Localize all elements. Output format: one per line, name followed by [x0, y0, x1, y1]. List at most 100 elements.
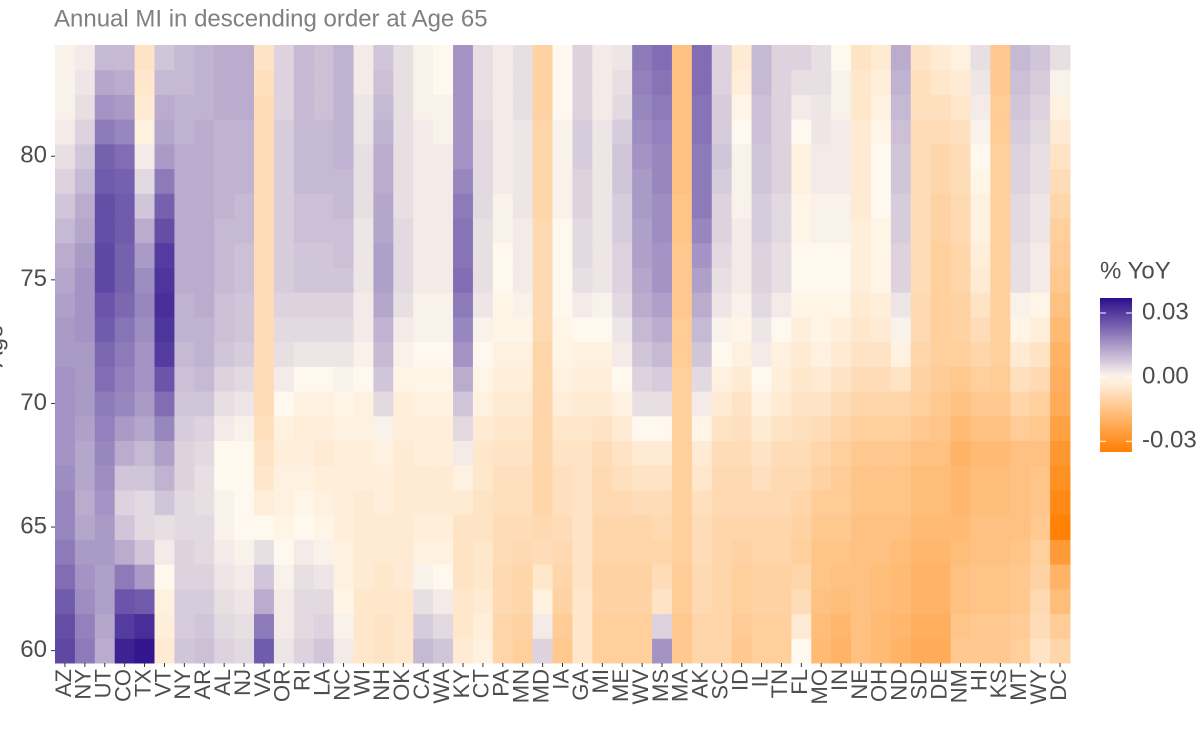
heat-cell [990, 94, 1011, 120]
heat-cell [273, 564, 295, 590]
heat-cell [711, 168, 733, 194]
heat-cell [671, 366, 693, 392]
heat-cell [791, 193, 812, 219]
heat-cell [492, 143, 514, 170]
heat-cell [791, 588, 812, 615]
heat-cell [194, 564, 215, 590]
heat-cell [293, 267, 315, 293]
heat-cell [950, 366, 971, 392]
heat-cell [492, 638, 514, 664]
heat-cell [393, 366, 414, 392]
heat-cell [691, 168, 713, 194]
heat-cell [134, 391, 156, 417]
heat-cell [572, 143, 593, 170]
heat-cell [313, 440, 335, 466]
heat-cell [492, 168, 514, 194]
heat-cell [592, 119, 613, 145]
heat-cell [612, 341, 633, 367]
heat-cell [691, 391, 713, 417]
heat-cell [572, 168, 593, 194]
heat-cell [373, 267, 394, 293]
heat-cell [532, 218, 554, 244]
heat-cell [433, 564, 454, 590]
heat-cell [990, 242, 1011, 268]
heat-cell [273, 489, 295, 516]
heat-cell [632, 489, 653, 516]
heat-cell [55, 267, 76, 293]
heat-cell [472, 465, 494, 491]
heat-cell [114, 489, 136, 516]
heat-cell [313, 465, 335, 491]
heat-cell [333, 564, 355, 590]
heat-cell [811, 489, 832, 516]
heat-cell [930, 489, 952, 516]
heat-cell [254, 45, 275, 71]
heat-cell [433, 94, 454, 120]
heat-cell [353, 316, 374, 343]
heat-cell [671, 489, 693, 516]
heat-cell [1050, 94, 1071, 120]
heat-cell [174, 613, 195, 639]
heat-cell [293, 391, 315, 417]
heat-cell [632, 440, 653, 466]
heat-cell [552, 193, 573, 219]
heat-cell [811, 267, 832, 293]
heat-cell [134, 143, 156, 170]
heat-cell [234, 341, 255, 367]
heat-cell [453, 193, 474, 219]
heat-cell [1010, 119, 1031, 145]
heat-cell [831, 242, 852, 268]
heat-cell [492, 292, 514, 318]
heat-cell [870, 638, 892, 664]
heat-cell [771, 588, 792, 615]
heat-cell [254, 391, 275, 417]
heat-cell [94, 143, 116, 170]
heat-cell [453, 465, 474, 491]
heat-cell [532, 45, 554, 71]
heat-cell [353, 366, 374, 392]
heat-cell [811, 45, 832, 71]
heat-cell [273, 440, 295, 466]
heat-cell [1050, 168, 1071, 194]
heat-cell [453, 242, 474, 268]
heat-cell [691, 539, 713, 565]
heat-cell [333, 366, 355, 392]
heat-cell [134, 366, 156, 392]
heat-cell [194, 193, 215, 219]
heat-cell [1030, 119, 1051, 145]
heat-cell [74, 415, 96, 442]
heat-cell [771, 514, 792, 540]
heat-cell [771, 415, 792, 442]
heat-cell [652, 415, 673, 442]
heat-cell [254, 415, 275, 442]
heat-cell [691, 193, 713, 219]
heat-cell [512, 514, 534, 540]
heat-cell [174, 638, 195, 664]
heat-cell [74, 316, 96, 343]
heat-cell [930, 539, 952, 565]
heat-cell [453, 218, 474, 244]
heat-cell [433, 242, 454, 268]
heat-cell [333, 489, 355, 516]
heat-cell [273, 218, 295, 244]
heat-cell [671, 391, 693, 417]
heat-cell [731, 366, 753, 392]
heat-cell [870, 391, 892, 417]
heat-cell [154, 143, 175, 170]
heat-cell [751, 588, 772, 615]
heat-cell [771, 119, 792, 145]
heat-cell [512, 218, 534, 244]
heat-cell [154, 218, 175, 244]
heat-cell [293, 292, 315, 318]
heat-cell [870, 613, 892, 639]
heat-cell [691, 514, 713, 540]
heat-cell [751, 539, 772, 565]
heat-cell [671, 341, 693, 367]
heat-cell [512, 69, 534, 95]
heat-cell [214, 391, 235, 417]
heat-cell [532, 267, 554, 293]
heat-cell [950, 143, 971, 170]
heat-cell [870, 588, 892, 615]
heat-cell [134, 539, 156, 565]
legend-tick-label: -0.03 [1142, 427, 1196, 454]
